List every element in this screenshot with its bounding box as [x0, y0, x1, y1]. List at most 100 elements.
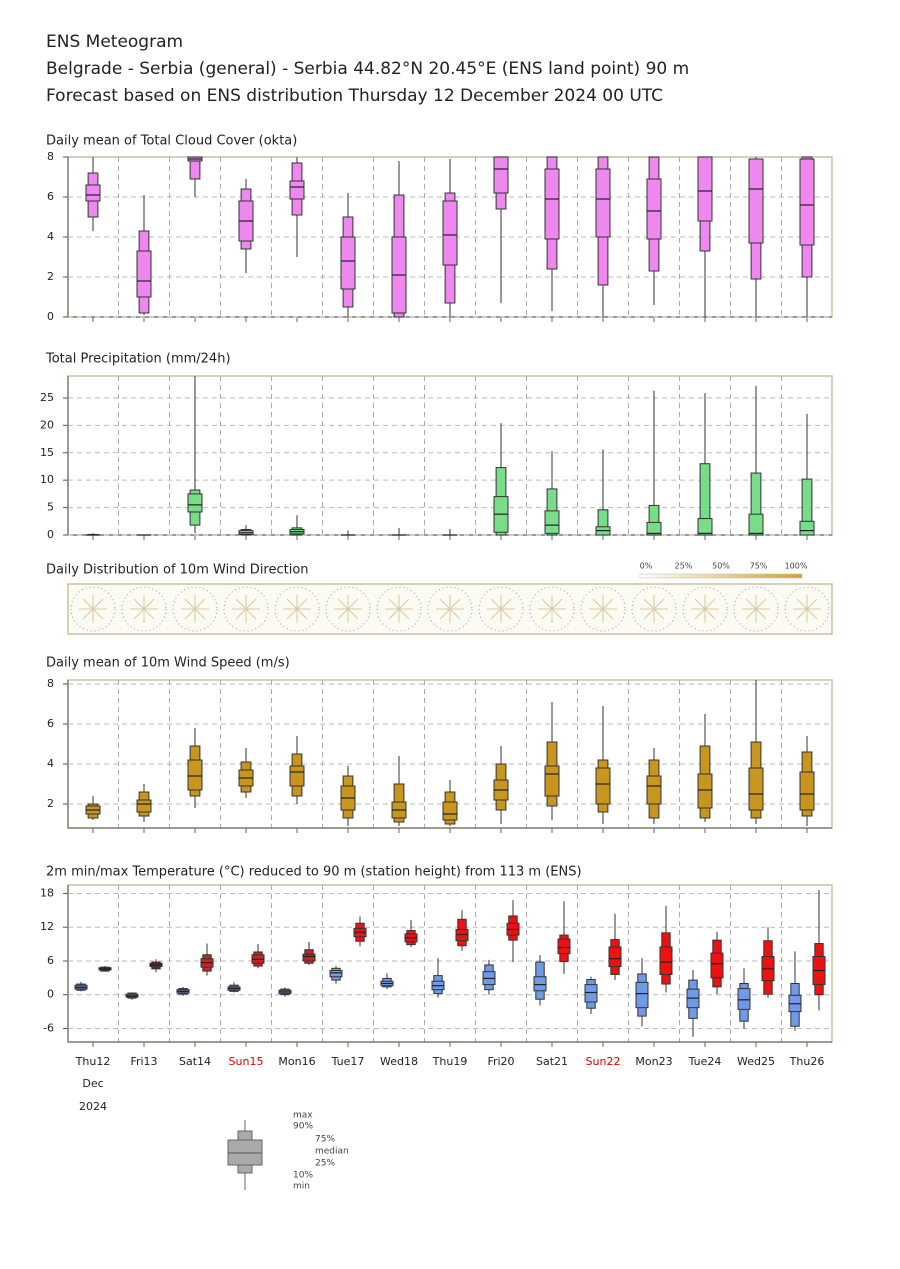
rose-spoke — [245, 608, 257, 620]
legend-label: 75% — [315, 1135, 335, 1145]
panel-title: 2m min/max Temperature (°C) reduced to 9… — [46, 865, 582, 880]
rose-spoke — [796, 598, 808, 610]
rose-spoke — [296, 598, 308, 610]
rose-spoke — [704, 608, 716, 620]
x-tick-label: Sun22 — [586, 1055, 621, 1068]
box-inner — [329, 970, 343, 978]
rose-ring — [172, 586, 218, 632]
y-tick-label: 12 — [40, 920, 54, 933]
legend-label: 10% — [293, 1171, 313, 1181]
rose-spoke — [500, 608, 512, 620]
y-tick-label: 4 — [47, 230, 54, 243]
y-tick-label: 6 — [47, 717, 54, 730]
box-inner — [748, 767, 764, 811]
x-tick-label: Fri20 — [487, 1055, 514, 1068]
box-inner — [595, 168, 611, 238]
rose-ring — [70, 586, 116, 632]
rose-spoke — [449, 608, 461, 620]
rose-spoke — [337, 608, 349, 620]
x-tick-label: Wed25 — [737, 1055, 775, 1068]
rose-spoke — [398, 608, 410, 620]
rose-spoke — [143, 608, 155, 620]
rose-ring — [223, 586, 269, 632]
box-inner — [544, 168, 560, 240]
x-tick-label: Tue17 — [331, 1055, 365, 1068]
rose-spoke — [184, 608, 196, 620]
box-inner — [799, 520, 815, 536]
rose-ring — [274, 586, 320, 632]
x-tick-label: Mon23 — [635, 1055, 672, 1068]
box-inner — [799, 771, 815, 811]
rose-spoke — [551, 598, 563, 610]
rose-spoke — [755, 598, 767, 610]
rose-spoke — [439, 608, 451, 620]
box-inner — [136, 250, 152, 298]
rose-spoke — [541, 608, 553, 620]
box-inner — [493, 156, 509, 194]
rose-spoke — [184, 598, 196, 610]
x-tick-label: Sat14 — [179, 1055, 211, 1068]
rose-spoke — [551, 608, 563, 620]
box-inner — [799, 158, 815, 246]
box-inner — [544, 765, 560, 797]
rose-spoke — [388, 608, 400, 620]
box-inner — [302, 953, 316, 962]
rose-ring — [427, 586, 473, 632]
rose-spoke — [643, 608, 655, 620]
y-tick-label: 0 — [47, 988, 54, 1001]
scale-label: 75% — [750, 562, 768, 571]
box-inner — [584, 984, 598, 1003]
rose-spoke — [500, 598, 512, 610]
rose-spoke — [796, 608, 808, 620]
rose-ring — [733, 586, 779, 632]
y-tick-label: 15 — [40, 446, 54, 459]
box-inner — [442, 801, 458, 821]
rose-spoke — [133, 608, 145, 620]
rose-spoke — [653, 608, 665, 620]
rose-spoke — [398, 598, 410, 610]
x-tick-label: Wed18 — [380, 1055, 418, 1068]
legend-label: max — [293, 1111, 313, 1121]
box-inner — [136, 799, 152, 813]
x-tick-label: Sat21 — [536, 1055, 568, 1068]
legend-label: min — [293, 1182, 310, 1192]
header-forecast: Forecast based on ENS distribution Thurs… — [46, 86, 663, 106]
box-inner — [85, 184, 101, 202]
y-tick-label: -6 — [43, 1021, 54, 1034]
panel-title: Daily Distribution of 10m Wind Direction — [46, 563, 309, 578]
rose-spoke — [541, 598, 553, 610]
rose-spoke — [194, 598, 206, 610]
box-inner — [646, 521, 662, 536]
box-inner — [646, 178, 662, 240]
box-inner — [635, 981, 649, 1009]
y-tick-label: 0 — [47, 310, 54, 323]
rose-spoke — [245, 598, 257, 610]
box-inner — [697, 156, 713, 222]
box-inner — [533, 976, 547, 992]
rose-ring — [325, 586, 371, 632]
box-inner — [710, 952, 724, 979]
rose-ring — [682, 586, 728, 632]
rose-spoke — [694, 598, 706, 610]
box-inner — [340, 236, 356, 290]
header-title: ENS Meteogram — [46, 32, 183, 52]
rose-spoke — [347, 608, 359, 620]
scale-label: 25% — [675, 562, 693, 571]
x-tick-label: Mon16 — [278, 1055, 315, 1068]
box-inner — [595, 767, 611, 805]
rose-spoke — [602, 608, 614, 620]
plot-frame — [67, 375, 833, 536]
header-location: Belgrade - Serbia (general) - Serbia 44.… — [46, 59, 689, 79]
y-tick-label: 0 — [47, 528, 54, 541]
rose-spoke — [92, 608, 104, 620]
rose-spoke — [643, 598, 655, 610]
y-tick-label: 8 — [47, 677, 54, 690]
rose-spoke — [92, 598, 104, 610]
panel-title: Daily mean of 10m Wind Speed (m/s) — [46, 656, 290, 671]
y-tick-label: 10 — [40, 473, 54, 486]
rose-ring — [784, 586, 830, 632]
scale-label: 100% — [785, 562, 808, 571]
rose-spoke — [143, 598, 155, 610]
rose-spoke — [235, 598, 247, 610]
